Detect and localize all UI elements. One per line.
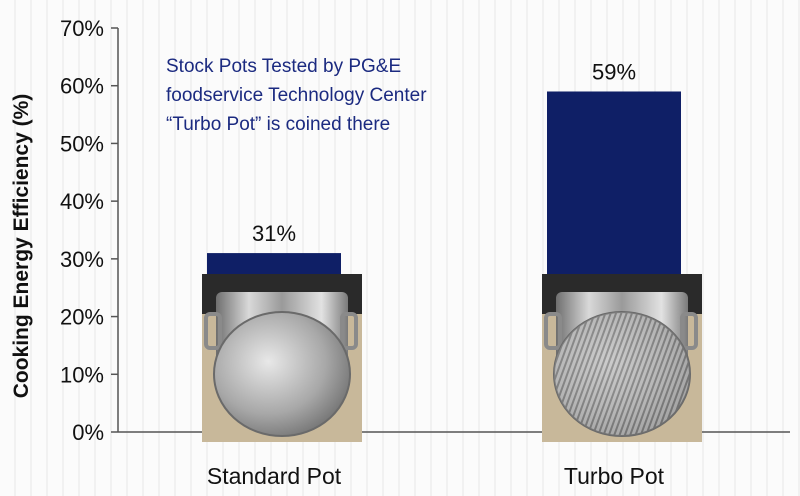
y-tick-label: 40% bbox=[60, 189, 104, 214]
y-tick-label: 20% bbox=[60, 305, 104, 330]
data-label: 59% bbox=[592, 59, 636, 84]
data-label: 31% bbox=[252, 221, 296, 246]
annotation-line-3: “Turbo Pot” is coined there bbox=[166, 114, 390, 135]
y-tick-label: 10% bbox=[60, 362, 104, 387]
y-tick-label: 60% bbox=[60, 74, 104, 99]
y-tick-label: 70% bbox=[60, 16, 104, 41]
standard-pot-photo bbox=[202, 274, 362, 442]
y-axis-label: Cooking Energy Efficiency (%) bbox=[10, 94, 33, 399]
annotation-line-1: Stock Pots Tested by PG&E bbox=[166, 56, 401, 77]
y-tick-label: 0% bbox=[72, 420, 104, 445]
y-tick-label: 50% bbox=[60, 131, 104, 156]
turbo-pot-photo bbox=[542, 274, 702, 442]
annotation-line-2: foodservice Technology Center bbox=[166, 85, 427, 106]
category-label: Turbo Pot bbox=[564, 463, 665, 489]
category-label: Standard Pot bbox=[207, 463, 342, 489]
y-tick-label: 30% bbox=[60, 247, 104, 272]
